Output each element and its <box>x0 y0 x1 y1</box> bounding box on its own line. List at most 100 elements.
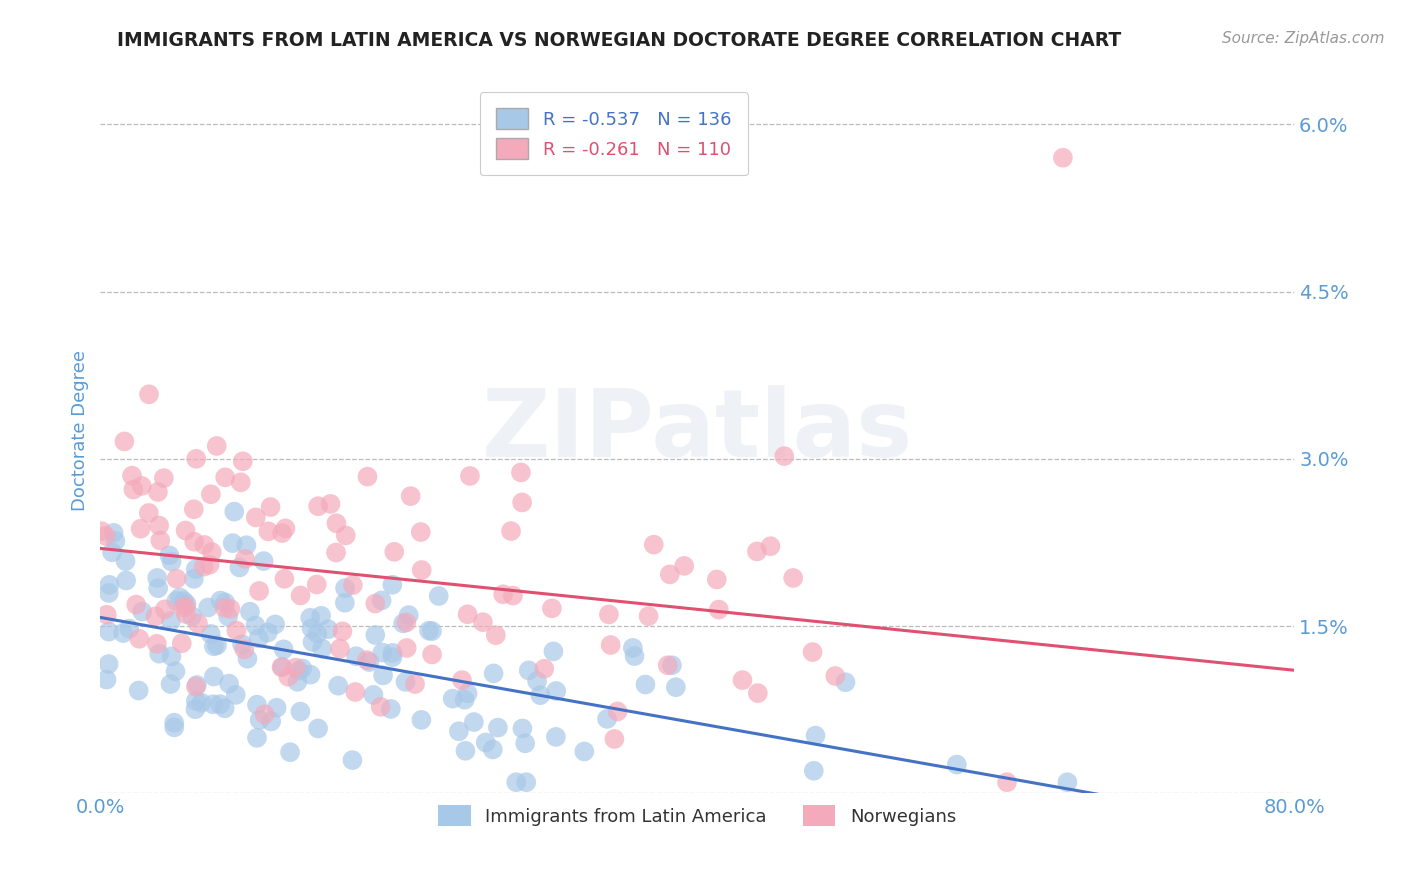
Point <box>486 721 509 735</box>
Point <box>96 673 118 687</box>
Point <box>782 571 804 585</box>
Point <box>299 611 322 625</box>
Point <box>658 567 681 582</box>
Point <box>245 510 267 524</box>
Point <box>804 729 827 743</box>
Point <box>603 731 626 746</box>
Point <box>125 598 148 612</box>
Point <box>193 559 215 574</box>
Point <box>209 593 232 607</box>
Point <box>706 573 728 587</box>
Point <box>224 505 246 519</box>
Point <box>599 638 621 652</box>
Legend: Immigrants from Latin America, Norwegians: Immigrants from Latin America, Norwegian… <box>429 797 965 835</box>
Point <box>335 528 357 542</box>
Point <box>247 632 270 646</box>
Point <box>510 466 533 480</box>
Point <box>239 605 262 619</box>
Point <box>187 616 209 631</box>
Point <box>307 500 329 514</box>
Point <box>803 764 825 778</box>
Point <box>707 602 730 616</box>
Point <box>510 495 533 509</box>
Point <box>257 524 280 539</box>
Point <box>307 722 329 736</box>
Point <box>96 607 118 622</box>
Point <box>176 597 198 611</box>
Point <box>290 589 312 603</box>
Point <box>146 571 169 585</box>
Point <box>217 609 239 624</box>
Point <box>543 644 565 658</box>
Point <box>218 676 240 690</box>
Point <box>264 617 287 632</box>
Point <box>643 538 665 552</box>
Point <box>411 563 433 577</box>
Point <box>512 722 534 736</box>
Point <box>395 640 418 655</box>
Point <box>97 624 120 639</box>
Point <box>256 625 278 640</box>
Point <box>225 624 247 638</box>
Point <box>307 626 329 640</box>
Point <box>394 674 416 689</box>
Point <box>114 554 136 568</box>
Point <box>747 686 769 700</box>
Point <box>447 724 470 739</box>
Point <box>146 485 169 500</box>
Point <box>159 677 181 691</box>
Point <box>370 593 392 607</box>
Point <box>392 616 415 631</box>
Point <box>356 469 378 483</box>
Point <box>131 479 153 493</box>
Point <box>457 607 479 622</box>
Text: Source: ZipAtlas.com: Source: ZipAtlas.com <box>1222 31 1385 46</box>
Point <box>731 673 754 687</box>
Point <box>946 757 969 772</box>
Point <box>103 525 125 540</box>
Point <box>541 601 564 615</box>
Point <box>596 712 619 726</box>
Point <box>623 649 645 664</box>
Point <box>225 688 247 702</box>
Point <box>202 669 225 683</box>
Point <box>214 595 236 609</box>
Point <box>598 607 620 622</box>
Point <box>328 679 350 693</box>
Point <box>270 660 292 674</box>
Point <box>259 500 281 514</box>
Point <box>101 545 124 559</box>
Point <box>163 720 186 734</box>
Point <box>214 600 236 615</box>
Point <box>363 688 385 702</box>
Point <box>246 731 269 745</box>
Point <box>409 524 432 539</box>
Point <box>174 599 197 614</box>
Point <box>411 713 433 727</box>
Point <box>404 677 426 691</box>
Point <box>382 545 405 559</box>
Point <box>291 661 314 675</box>
Point <box>301 621 323 635</box>
Point <box>236 651 259 665</box>
Point <box>458 469 481 483</box>
Point <box>205 638 228 652</box>
Point <box>332 624 354 639</box>
Point <box>245 618 267 632</box>
Point <box>209 697 232 711</box>
Text: IMMIGRANTS FROM LATIN AMERICA VS NORWEGIAN DOCTORATE DEGREE CORRELATION CHART: IMMIGRANTS FROM LATIN AMERICA VS NORWEGI… <box>117 31 1121 50</box>
Point <box>198 558 221 572</box>
Point <box>371 668 394 682</box>
Point <box>773 449 796 463</box>
Point <box>673 558 696 573</box>
Point <box>246 698 269 712</box>
Point <box>148 518 170 533</box>
Point <box>160 614 183 628</box>
Point <box>170 636 193 650</box>
Point <box>104 534 127 549</box>
Point <box>474 735 496 749</box>
Point <box>249 713 271 727</box>
Point <box>201 545 224 559</box>
Point <box>112 626 135 640</box>
Point <box>745 544 768 558</box>
